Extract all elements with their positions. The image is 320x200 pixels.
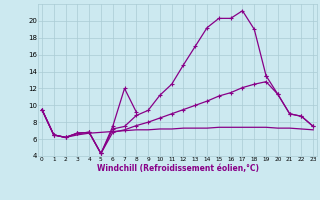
X-axis label: Windchill (Refroidissement éolien,°C): Windchill (Refroidissement éolien,°C) [97,164,259,173]
